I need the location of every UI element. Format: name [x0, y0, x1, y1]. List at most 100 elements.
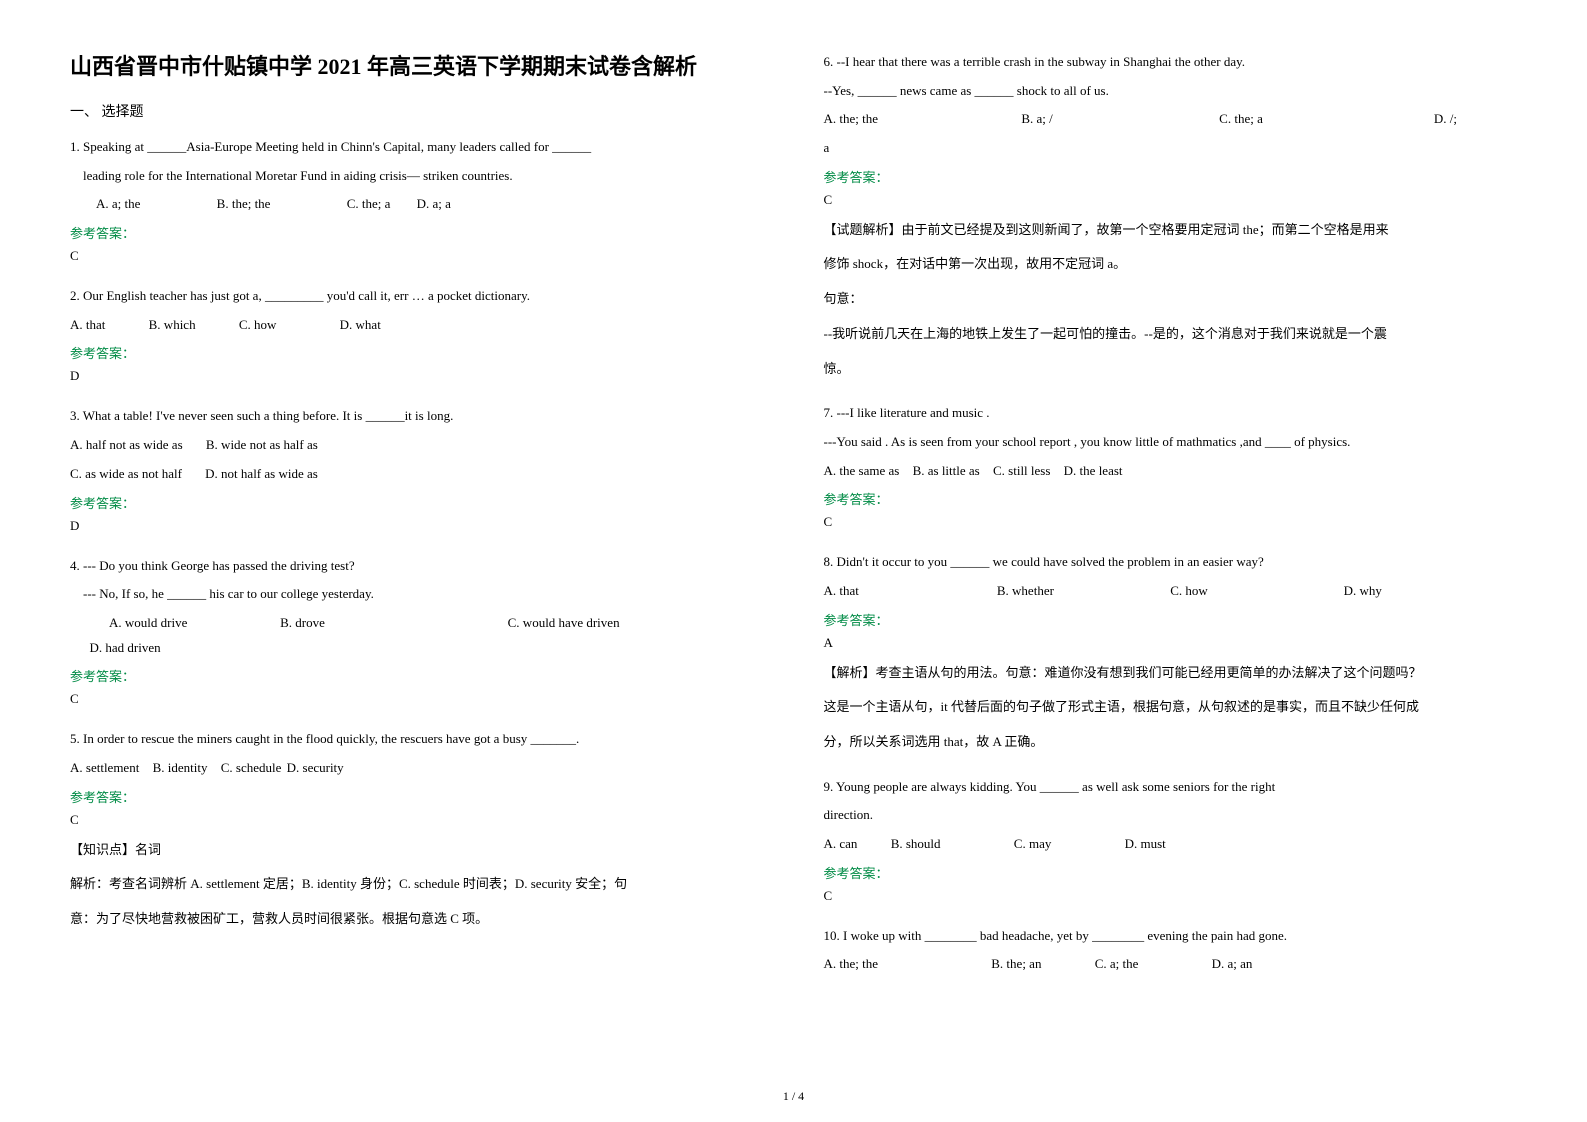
question-9: 9. Young people are always kidding. You … — [824, 775, 1518, 914]
question-7: 7. ---I like literature and music . ---Y… — [824, 401, 1518, 540]
q6-options: A. the; the B. a; / C. the; a D. /; — [824, 107, 1518, 132]
q9-text1: 9. Young people are always kidding. You … — [824, 775, 1518, 800]
q10-options: A. the; the B. the; an C. a; the D. a; a… — [824, 952, 1518, 977]
question-2: 2. Our English teacher has just got a, _… — [70, 284, 764, 394]
q7-options: A. the same as B. as little as C. still … — [824, 459, 1518, 484]
q3-optA: A. half not as wide as — [70, 433, 183, 458]
q1-text2: leading role for the International Moret… — [70, 164, 764, 189]
q6-expl5: 惊。 — [824, 357, 1518, 382]
q9-options: A. can B. should C. may D. must — [824, 832, 1518, 857]
q8-ans-label: 参考答案： — [824, 610, 1518, 629]
q4-options: A. would drive B. drove C. would have dr… — [70, 611, 764, 660]
q2-optB: B. which — [149, 313, 196, 338]
q1-optB: B. the; the — [204, 192, 271, 217]
q4-ans: C — [70, 691, 764, 707]
q8-optC: C. how — [1170, 579, 1283, 604]
q7-optA: A. the same as — [824, 459, 900, 484]
q9-optB: B. should — [891, 832, 941, 857]
question-3: 3. What a table! I've never seen such a … — [70, 404, 764, 543]
q1-optC: C. the; a — [334, 192, 391, 217]
q7-text1: 7. ---I like literature and music . — [824, 401, 1518, 426]
q6-optB: B. a; / — [1021, 107, 1159, 132]
q6-optC: C. the; a — [1219, 107, 1357, 132]
q9-ans: C — [824, 888, 1518, 904]
q5-optD: D. security — [287, 756, 344, 781]
q7-optD: D. the least — [1064, 459, 1123, 484]
q6-expl4: --我听说前几天在上海的地铁上发生了一起可怕的撞击。--是的，这个消息对于我们来… — [824, 322, 1518, 347]
q1-text1: 1. Speaking at ______Asia-Europe Meeting… — [70, 135, 764, 160]
question-4: 4. --- Do you think George has passed th… — [70, 554, 764, 718]
page-number: 1 / 4 — [0, 1089, 1587, 1104]
q1-options: A. a; the B. the; the C. the; a D. a; a — [70, 192, 764, 217]
q1-ans-label: 参考答案： — [70, 223, 764, 242]
q10-optD: D. a; an — [1212, 952, 1253, 977]
q8-expl2: 这是一个主语从句，it 代替后面的句子做了形式主语，根据句意，从句叙述的是事实，… — [824, 695, 1518, 720]
q6-expl3: 句意： — [824, 287, 1518, 312]
q5-text: 5. In order to rescue the miners caught … — [70, 727, 764, 752]
q6-optD: D. /; — [1417, 107, 1457, 132]
question-6: 6. --I hear that there was a terrible cr… — [824, 50, 1518, 391]
q10-text: 10. I woke up with ________ bad headache… — [824, 924, 1518, 949]
q2-optA: A. that — [70, 313, 105, 338]
question-8: 8. Didn't it occur to you ______ we coul… — [824, 550, 1518, 764]
q9-optA: A. can — [824, 832, 858, 857]
q2-optD: D. what — [340, 313, 381, 338]
q4-text2: --- No, If so, he ______ his car to our … — [70, 582, 764, 607]
q10-optC: C. a; the — [1095, 952, 1139, 977]
q2-ans-label: 参考答案： — [70, 343, 764, 362]
q5-optB: B. identity — [153, 756, 208, 781]
q4-optA: A. would drive — [90, 611, 188, 636]
q4-text1: 4. --- Do you think George has passed th… — [70, 554, 764, 579]
q3-ans: D — [70, 518, 764, 534]
q9-text2: direction. — [824, 803, 1518, 828]
question-1: 1. Speaking at ______Asia-Europe Meeting… — [70, 135, 764, 274]
q4-optC: C. would have driven — [488, 611, 619, 636]
q9-optD: D. must — [1125, 832, 1166, 857]
q9-optC: C. may — [1014, 832, 1052, 857]
q5-options: A. settlement B. identity C. schedule D.… — [70, 756, 764, 781]
q4-ans-label: 参考答案： — [70, 666, 764, 685]
q5-expl2: 意：为了尽快地营救被困矿工，营救人员时间很紧张。根据句意选 C 项。 — [70, 907, 764, 932]
q10-optA: A. the; the — [824, 952, 879, 977]
q9-ans-label: 参考答案： — [824, 863, 1518, 882]
q7-ans-label: 参考答案： — [824, 489, 1518, 508]
q6-expl2: 修饰 shock，在对话中第一次出现，故用不定冠词 a。 — [824, 252, 1518, 277]
question-10: 10. I woke up with ________ bad headache… — [824, 924, 1518, 981]
q2-ans: D — [70, 368, 764, 384]
q3-options-row1: A. half not as wide as B. wide not as ha… — [70, 433, 764, 458]
q7-optC: C. still less — [993, 459, 1050, 484]
q2-options: A. that B. which C. how D. what — [70, 313, 764, 338]
q6-optD2: a — [824, 136, 1518, 161]
q5-kpt: 【知识点】名词 — [70, 838, 764, 863]
q7-text2: ---You said . As is seen from your schoo… — [824, 430, 1518, 455]
q6-text2: --Yes, ______ news came as ______ shock … — [824, 79, 1518, 104]
q4-optD: D. had driven — [70, 636, 161, 661]
right-column: 6. --I hear that there was a terrible cr… — [824, 50, 1518, 1062]
q3-ans-label: 参考答案： — [70, 493, 764, 512]
q10-optB: B. the; an — [991, 952, 1041, 977]
q5-ans-label: 参考答案： — [70, 787, 764, 806]
q6-optA: A. the; the — [824, 107, 962, 132]
q6-ans: C — [824, 192, 1518, 208]
left-column: 山西省晋中市什贴镇中学 2021 年高三英语下学期期末试卷含解析 一、 选择题 … — [70, 50, 764, 1062]
q8-text: 8. Didn't it occur to you ______ we coul… — [824, 550, 1518, 575]
q8-expl3: 分，所以关系词选用 that，故 A 正确。 — [824, 730, 1518, 755]
q6-text1: 6. --I hear that there was a terrible cr… — [824, 50, 1518, 75]
q5-ans: C — [70, 812, 764, 828]
q5-optC: C. schedule — [221, 756, 282, 781]
q3-optD: D. not half as wide as — [205, 462, 318, 487]
q3-options-row2: C. as wide as not half D. not half as wi… — [70, 462, 764, 487]
q3-text: 3. What a table! I've never seen such a … — [70, 404, 764, 429]
q3-optB: B. wide not as half as — [206, 433, 318, 458]
q8-expl1: 【解析】考查主语从句的用法。句意：难道你没有想到我们可能已经用更简单的办法解决了… — [824, 661, 1518, 686]
q1-optD: D. a; a — [404, 192, 451, 217]
q5-optA: A. settlement — [70, 756, 139, 781]
q4-optB: B. drove — [261, 611, 325, 636]
q2-optC: C. how — [239, 313, 277, 338]
section-heading: 一、 选择题 — [70, 101, 764, 121]
q8-optD: D. why — [1344, 579, 1457, 604]
q8-optB: B. whether — [997, 579, 1110, 604]
q6-ans-label: 参考答案： — [824, 167, 1518, 186]
q2-text: 2. Our English teacher has just got a, _… — [70, 284, 764, 309]
q7-optB: B. as little as — [913, 459, 980, 484]
